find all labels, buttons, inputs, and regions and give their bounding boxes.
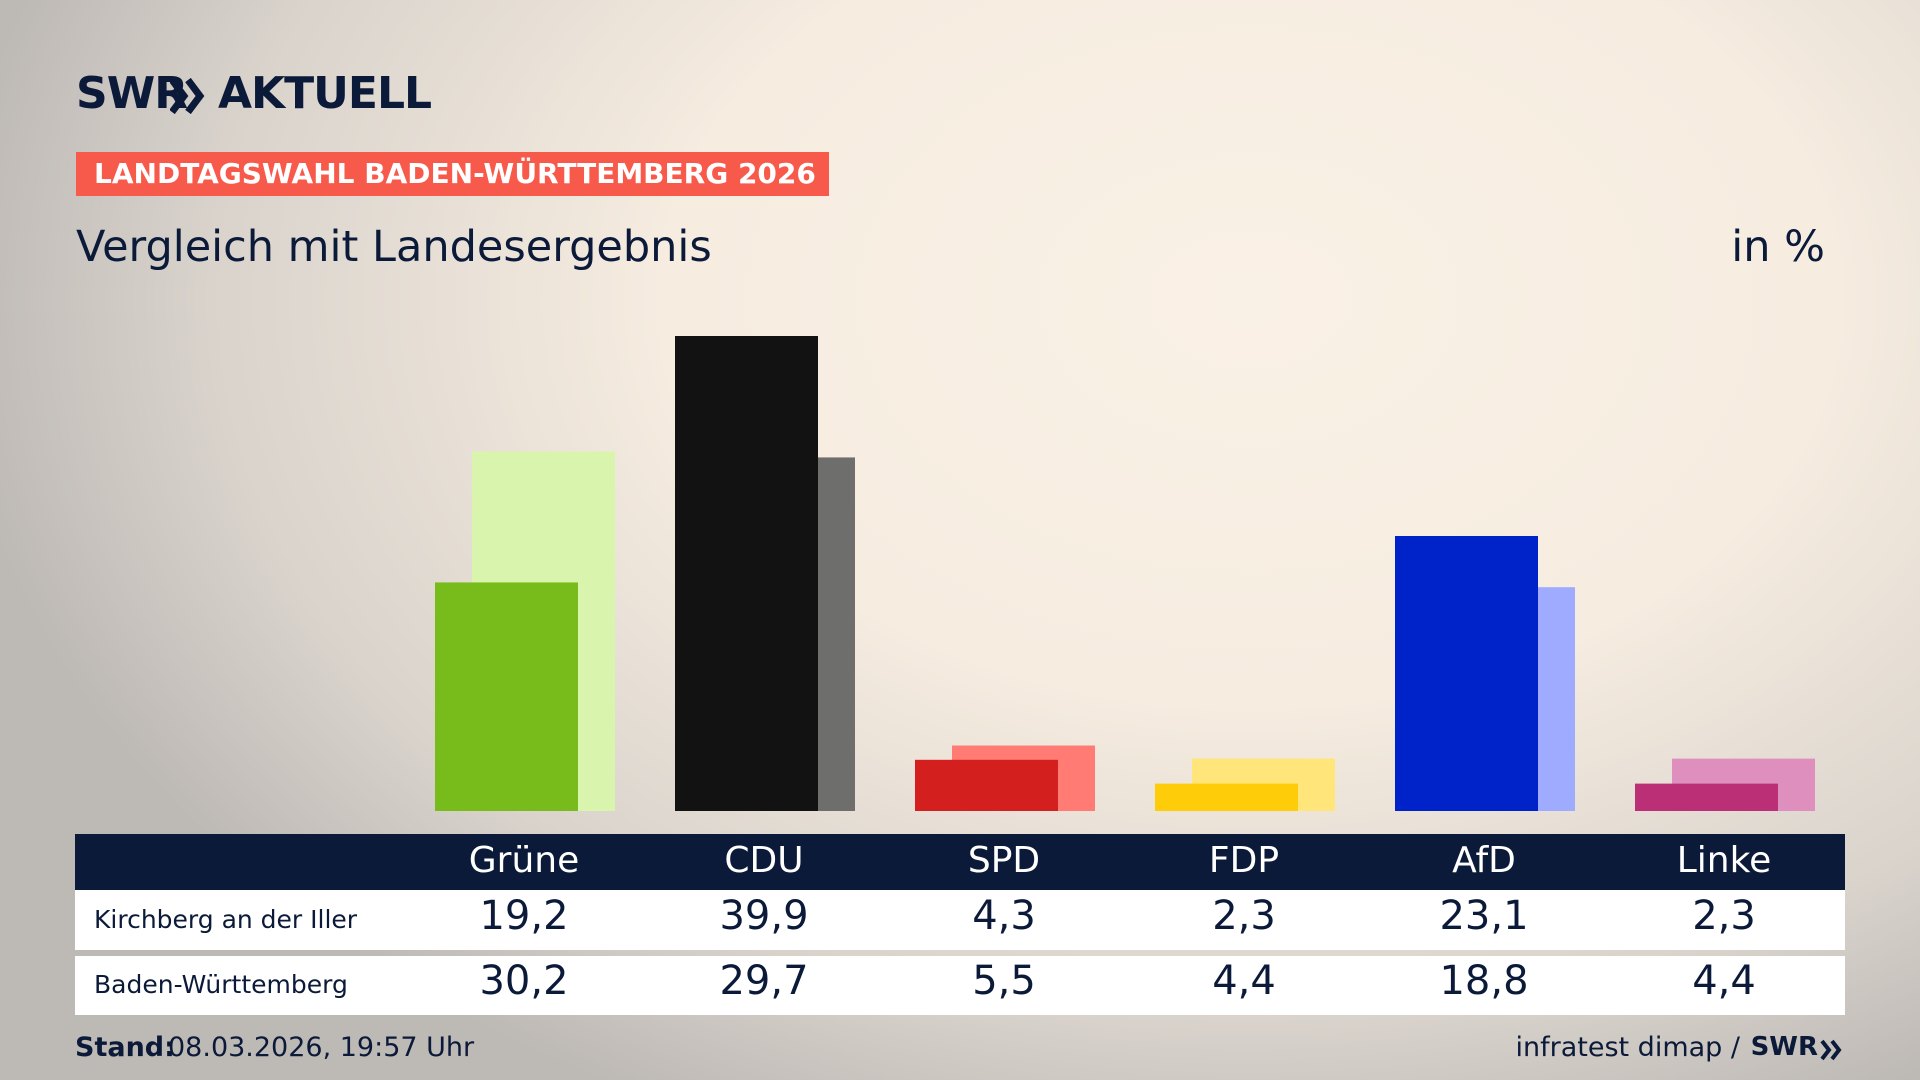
value-label: 2,3 xyxy=(1212,893,1276,939)
value-label: 29,7 xyxy=(719,958,809,1004)
bar xyxy=(675,336,818,811)
value-label: 18,8 xyxy=(1439,958,1529,1004)
brand: SWR xyxy=(76,68,188,119)
unit: in % xyxy=(1731,222,1825,272)
bar xyxy=(915,759,1058,811)
product: AKTUELL xyxy=(218,68,432,119)
table-row xyxy=(75,956,1845,1015)
table-row xyxy=(75,890,1845,950)
column-header: Grüne xyxy=(468,840,580,881)
value-label: 2,3 xyxy=(1692,893,1756,939)
bar xyxy=(1155,783,1298,811)
value-label: 5,5 xyxy=(972,958,1036,1004)
column-header: AfD xyxy=(1452,840,1516,881)
value-label: 4,3 xyxy=(972,893,1036,939)
value-label: 19,2 xyxy=(479,893,569,939)
value-label: 4,4 xyxy=(1212,958,1276,1004)
source: infratest dimap / xyxy=(1515,1032,1740,1063)
column-header: Linke xyxy=(1676,840,1772,881)
column-header: CDU xyxy=(724,840,804,881)
table-header xyxy=(75,834,1845,890)
row-label: Baden-Württemberg xyxy=(94,970,348,999)
column-header: FDP xyxy=(1208,840,1280,881)
stand: 08.03.2026, 19:57 Uhr xyxy=(168,1032,475,1063)
row-label: Kirchberg an der Iller xyxy=(94,905,358,934)
bar xyxy=(435,582,578,811)
column-header: SPD xyxy=(967,840,1041,881)
value-label: 23,1 xyxy=(1439,893,1529,939)
value-label: 4,4 xyxy=(1692,958,1756,1004)
value-label: 39,9 xyxy=(719,893,809,939)
stand-label: Stand: xyxy=(75,1032,175,1063)
chart-title: Vergleich mit Landesergebnis xyxy=(76,222,712,272)
brand-chevrons xyxy=(170,78,205,114)
source-brand: SWR xyxy=(1750,1032,1818,1062)
source-chevrons xyxy=(1820,1039,1842,1061)
value-label: 30,2 xyxy=(479,958,569,1004)
banner: LANDTAGSWAHL BADEN-WÜRTTEMBERG 2026 xyxy=(76,152,829,196)
bar xyxy=(1395,536,1538,811)
bar xyxy=(1635,783,1778,811)
